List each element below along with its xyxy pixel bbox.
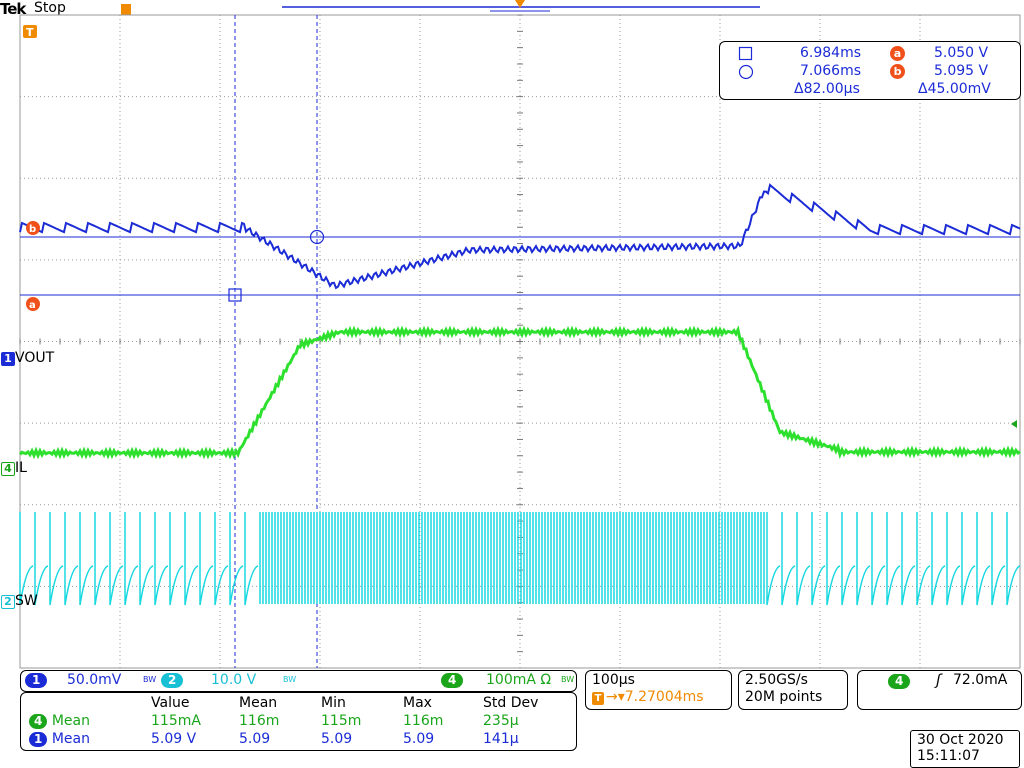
ch4-badge: 4: [29, 714, 48, 729]
ch4-offset-arrow-icon: [1011, 420, 1017, 428]
cursor-a-level-icon: [26, 297, 40, 311]
trigger-panel[interactable]: 4 ʃ 72.0mA: [857, 670, 1022, 710]
measurement-min: 115m: [321, 713, 362, 729]
record-length: 20M points: [745, 689, 823, 705]
header-value: Value: [151, 695, 190, 711]
ch1-label[interactable]: 1 VOUT: [1, 350, 54, 366]
measurement-row-ch1: 1 Mean 5.09 V 5.09 5.09 5.09 141µ: [23, 730, 559, 748]
ch1-scale[interactable]: 50.0mV: [67, 672, 122, 688]
cursor-time-b: 7.066ms: [800, 63, 862, 79]
date: 30 Oct 2020: [917, 732, 1004, 748]
cursor-b-circle-marker: [309, 229, 325, 245]
trigger-slope-rising-icon: ʃ: [936, 671, 942, 689]
ch4-scale[interactable]: 100mA Ω: [486, 672, 552, 688]
cursor-delta-t: Δ82.00µs: [794, 81, 860, 97]
measurement-row-ch4: 4 Mean 115mA 116m 115m 116m 235µ: [23, 712, 559, 730]
trigger-position-t-icon: T: [592, 692, 604, 705]
waveform-il: [18, 325, 1021, 460]
trigger-position[interactable]: →▾7.27004ms: [606, 689, 704, 705]
measurements-header-row: Value Mean Min Max Std Dev: [23, 694, 559, 712]
svg-text:T: T: [26, 26, 34, 39]
graticule: [19, 14, 1021, 669]
cursor-value-a: 5.050 V: [934, 45, 989, 61]
measurements-panel[interactable]: Value Mean Min Max Std Dev 4 Mean 115mA …: [20, 692, 577, 751]
cursor-a-icon: a: [890, 46, 905, 61]
datetime-panel: 30 Oct 2020 15:11:07: [910, 730, 1020, 768]
ch2-scale[interactable]: 10.0 V: [211, 672, 257, 688]
header-mean: Mean: [239, 695, 278, 711]
ch1-badge[interactable]: 1: [25, 673, 48, 688]
ch4-label[interactable]: 4 IL: [1, 460, 27, 476]
time: 15:11:07: [917, 748, 980, 764]
timebase[interactable]: 100µs: [592, 672, 635, 688]
header-min: Min: [321, 695, 346, 711]
svg-text:b: b: [29, 224, 36, 235]
ch2-bw-limit-icon: BW: [283, 675, 297, 684]
measurements-table: Value Mean Min Max Std Dev 4 Mean 115mA …: [23, 694, 559, 748]
vertical-settings-bar[interactable]: 1 50.0mV BW 2 10.0 V BW 4 100mA Ω BW: [20, 670, 577, 692]
measurement-stddev: 141µ: [483, 731, 519, 747]
cursor-readout-panel[interactable]: 6.984ms 7.066ms Δ82.00µs a b 5.050 V 5.0…: [719, 41, 1021, 100]
cursor-time-a: 6.984ms: [800, 45, 862, 61]
sample-rate: 2.50GS/s: [745, 672, 808, 688]
trigger-position-icon: [515, 0, 525, 8]
record-overview: [121, 0, 760, 15]
acquisition-panel[interactable]: 2.50GS/s 20M points: [738, 670, 848, 710]
horizontal-settings-panel[interactable]: 100µs T →▾7.27004ms: [585, 670, 732, 710]
trigger-in-record-icon: [121, 4, 131, 15]
measurement-max: 5.09: [403, 731, 435, 747]
measurement-min: 5.09: [321, 731, 353, 747]
acquisition-state: Stop: [34, 0, 66, 16]
header-max: Max: [403, 695, 432, 711]
measurement-max: 116m: [403, 713, 444, 729]
measurement-value: 115mA: [151, 713, 201, 729]
measurement-type: Mean: [51, 713, 90, 729]
cursor-b-circle-icon: [738, 64, 754, 80]
ch1-badge: 1: [29, 732, 48, 747]
svg-text:a: a: [29, 300, 36, 311]
ch2-badge[interactable]: 2: [161, 673, 184, 688]
scope-display[interactable]: T b a: [0, 0, 1024, 672]
measurement-stddev: 235µ: [483, 713, 519, 729]
trigger-source-badge[interactable]: 4: [888, 674, 911, 689]
ch1-bw-limit-icon: BW: [143, 675, 157, 684]
waveform-sw: [19, 512, 1021, 606]
tek-logo: Tek: [0, 0, 26, 18]
cursor-b-icon: b: [890, 64, 905, 79]
cursor-delta-v: Δ45.00mV: [918, 81, 991, 97]
cursors[interactable]: [20, 15, 1020, 668]
trigger-level-icon: [23, 25, 37, 38]
measurement-mean: 116m: [239, 713, 280, 729]
measurement-mean: 5.09: [239, 731, 271, 747]
measurement-type: Mean: [51, 731, 90, 747]
cursor-a-square-marker: [228, 288, 242, 302]
cursor-b-level-icon: [26, 221, 40, 235]
ch4-badge[interactable]: 4: [441, 673, 464, 688]
header-stddev: Std Dev: [483, 695, 539, 711]
waveform-vout: [19, 183, 1021, 290]
measurement-value: 5.09 V: [151, 731, 197, 747]
cursor-a-square-icon: [738, 46, 753, 61]
ch4-bw-limit-icon: BW: [561, 675, 575, 684]
ch2-label[interactable]: 2 SW: [1, 593, 38, 609]
cursor-value-b: 5.095 V: [934, 63, 989, 79]
trigger-level[interactable]: 72.0mA: [953, 672, 1008, 688]
